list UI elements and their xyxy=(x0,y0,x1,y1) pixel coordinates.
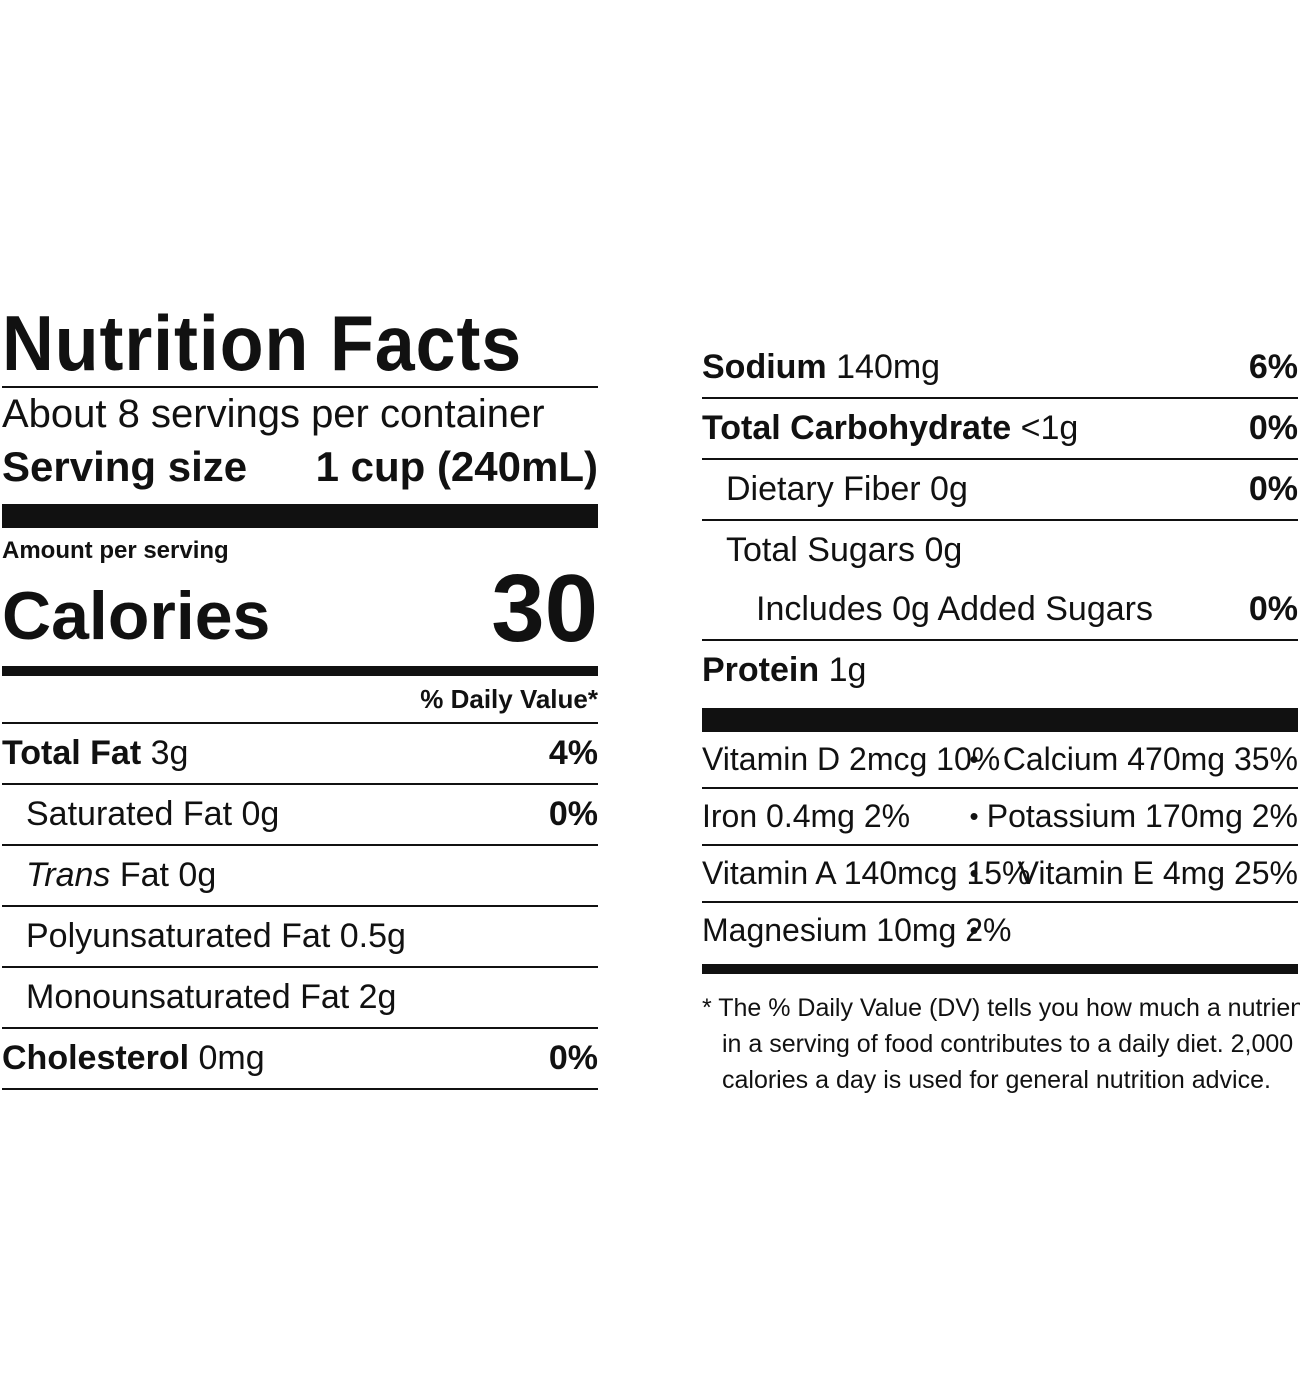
nutrient-row-dietary-fiber: Dietary Fiber 0g 0% xyxy=(702,460,1298,521)
nutrition-facts-title: Nutrition Facts xyxy=(2,299,523,387)
bullet-icon: • xyxy=(969,801,979,831)
nutrient-label: Total Fat xyxy=(2,734,142,772)
nutrient-label: Sodium xyxy=(702,348,827,386)
nutrient-row-saturated-fat: Saturated Fat 0g 0% xyxy=(2,785,598,846)
nutrient-label: Monounsaturated Fat 2g xyxy=(26,978,397,1016)
daily-value-percent: 0% xyxy=(1248,409,1298,447)
daily-value-percent: 0% xyxy=(1248,470,1298,508)
nutrient-label-italic: Trans xyxy=(26,856,111,894)
nutrient-label: Total Carbohydrate xyxy=(702,409,1012,447)
vitamin-right: Potassium 170mg 2% xyxy=(986,798,1298,834)
vitamin-left: Vitamin A 140mcg 15% xyxy=(702,855,1031,891)
nutrient-row-polyunsaturated-fat: Polyunsaturated Fat 0.5g xyxy=(2,907,598,968)
nutrient-amount: <1g xyxy=(1020,409,1079,447)
nutrient-label: Total Sugars 0g xyxy=(726,531,963,569)
divider xyxy=(2,386,598,388)
nutrition-facts-right-panel: Sodium 140mg 6% Total Carbohydrate <1g 0… xyxy=(702,338,1300,1098)
vitamin-left: Vitamin D 2mcg 10% xyxy=(702,741,1001,777)
vitamin-left: Magnesium 10mg 2% xyxy=(702,912,1012,948)
vitamin-row: Vitamin A 140mcg 15% • Vitamin E 4mg 25% xyxy=(702,846,1298,903)
nutrient-row-added-sugars: Includes 0g Added Sugars 0% xyxy=(702,580,1298,641)
servings-per-container: About 8 servings per container xyxy=(2,392,545,436)
daily-value-percent: 6% xyxy=(1248,348,1298,386)
nutrient-label: Fat 0g xyxy=(119,856,217,894)
amount-per-serving: Amount per serving xyxy=(2,537,229,564)
nutrient-amount: 1g xyxy=(828,651,867,689)
bullet-icon: • xyxy=(969,915,979,945)
nutrient-row-total-carbohydrate: Total Carbohydrate <1g 0% xyxy=(702,399,1298,460)
medium-divider xyxy=(2,666,598,676)
nutrient-row-total-fat: Total Fat 3g 4% xyxy=(2,724,598,785)
nutrient-label: Cholesterol xyxy=(2,1039,190,1077)
nutrient-label: Includes 0g Added Sugars xyxy=(756,590,1153,628)
vitamin-row: Vitamin D 2mcg 10% • Calcium 470mg 35% xyxy=(702,732,1298,789)
daily-value-footnote: * The % Daily Value (DV) tells you how m… xyxy=(702,990,1300,1098)
vitamin-right: Calcium 470mg 35% xyxy=(1002,741,1298,777)
vitamin-row: Magnesium 10mg 2% • xyxy=(702,903,1298,958)
footnote-line: calories a day is used for general nutri… xyxy=(722,1066,1271,1094)
nutrient-label: Dietary Fiber 0g xyxy=(726,470,968,508)
nutrient-amount: 3g xyxy=(150,734,189,772)
thick-divider xyxy=(702,708,1298,732)
medium-divider xyxy=(702,964,1298,974)
nutrient-row-protein: Protein 1g xyxy=(702,641,1298,700)
daily-value-percent: 0% xyxy=(548,795,598,833)
nutrient-row-monounsaturated-fat: Monounsaturated Fat 2g xyxy=(2,968,598,1029)
calories-value: 30 xyxy=(491,555,598,662)
nutrient-row-sodium: Sodium 140mg 6% xyxy=(702,338,1298,399)
nutrient-amount: 0mg xyxy=(198,1039,265,1077)
nutrition-facts-left-panel: Nutrition Facts About 8 servings per con… xyxy=(2,300,598,1090)
daily-value-percent: 0% xyxy=(548,1039,598,1077)
nutrient-row-trans-fat: Trans Fat 0g xyxy=(2,846,598,907)
footnote-line: in a serving of food contributes to a da… xyxy=(722,1030,1294,1058)
nutrient-label: Polyunsaturated Fat 0.5g xyxy=(26,917,406,955)
nutrient-row-cholesterol: Cholesterol 0mg 0% xyxy=(2,1029,598,1090)
calories-row: Calories 30 xyxy=(2,561,598,657)
vitamin-left: Iron 0.4mg 2% xyxy=(702,798,911,834)
divider xyxy=(2,722,598,724)
nutrient-row-total-sugars: Total Sugars 0g xyxy=(702,521,1298,580)
serving-size-value: 1 cup (240mL) xyxy=(315,443,598,490)
daily-value-percent: 0% xyxy=(1248,590,1298,628)
daily-value-percent: 4% xyxy=(548,734,598,772)
vitamin-right: Vitamin E 4mg 25% xyxy=(1017,855,1298,891)
daily-value-header: % Daily Value* xyxy=(420,684,598,714)
footnote-line: * The % Daily Value (DV) tells you how m… xyxy=(702,994,1300,1022)
vitamin-row: Iron 0.4mg 2% • Potassium 170mg 2% xyxy=(702,789,1298,846)
bullet-icon: • xyxy=(969,744,979,774)
serving-size-row: Serving size 1 cup (240mL) xyxy=(2,440,598,504)
serving-size-label: Serving size xyxy=(2,443,248,490)
nutrient-label: Protein xyxy=(702,651,820,689)
nutrient-amount: 140mg xyxy=(836,348,941,386)
nutrient-label: Saturated Fat 0g xyxy=(26,795,280,833)
thick-divider xyxy=(2,504,598,528)
bullet-icon: • xyxy=(969,858,979,888)
calories-label: Calories xyxy=(2,578,271,654)
